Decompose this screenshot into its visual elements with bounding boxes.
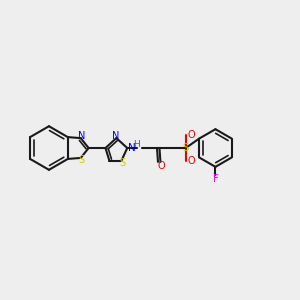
Text: S: S <box>79 155 85 165</box>
Text: F: F <box>212 174 218 184</box>
Text: H: H <box>133 140 140 149</box>
Text: O: O <box>188 130 196 140</box>
Text: N: N <box>128 143 136 153</box>
Text: N: N <box>78 131 85 141</box>
Text: O: O <box>157 161 165 171</box>
Text: S: S <box>182 143 189 153</box>
Text: N: N <box>112 131 119 141</box>
Text: S: S <box>119 158 125 168</box>
Text: O: O <box>188 156 196 166</box>
